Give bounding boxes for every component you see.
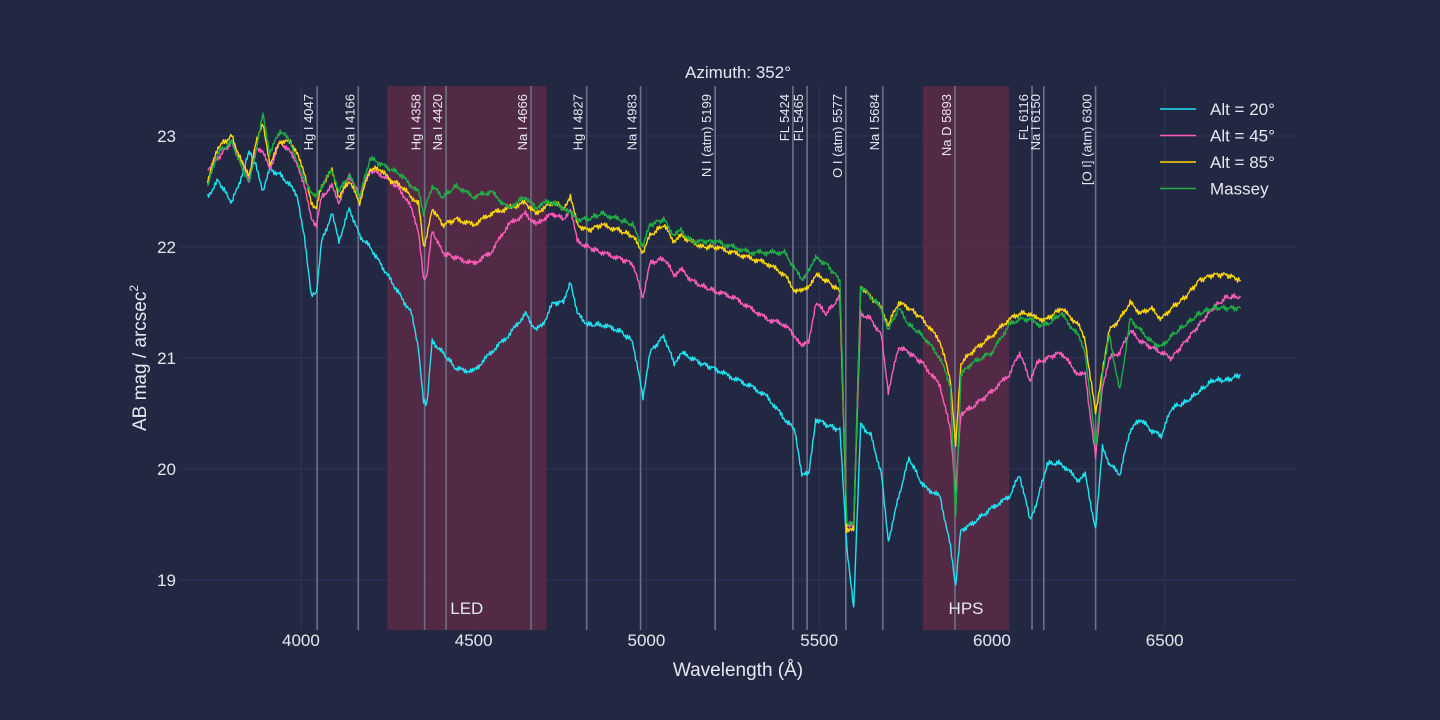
series-line: [206, 150, 1241, 608]
series-line: [207, 140, 1242, 528]
emission-line-label: FL 5424: [777, 94, 792, 141]
y-axis-label: AB mag / arcsec2: [127, 285, 151, 431]
x-tick-label: 5500: [800, 631, 838, 650]
y-tick-label: 19: [157, 571, 176, 590]
shaded-regions: [387, 86, 1010, 630]
legend: Alt = 20° Alt = 45° Alt = 85° Massey: [1160, 100, 1275, 199]
emission-line-label: Na D 5893: [939, 94, 954, 156]
legend-label: Alt = 45°: [1210, 127, 1275, 146]
y-tick-label: 20: [157, 460, 176, 479]
emission-line-label: Na I 6150: [1028, 94, 1043, 150]
legend-label: Massey: [1210, 180, 1269, 199]
emission-line-label: Na I 4420: [430, 94, 445, 150]
emission-line-label: FL 6116: [1016, 94, 1031, 140]
region-labels: LED HPS: [450, 599, 983, 618]
emission-line-label: N I (atm) 5199: [699, 94, 714, 177]
x-tick-label: 4500: [455, 631, 493, 650]
y-tick-label: 21: [157, 349, 176, 368]
series-group: [206, 112, 1242, 608]
emission-lines: Hg I 4047 Na I 4166 Hg I 4358 Na I 4420 Na I…: [301, 86, 1097, 630]
shaded-region: [387, 86, 547, 630]
legend-label: Alt = 20°: [1210, 100, 1275, 119]
y-axis-label-superscript: 2: [127, 285, 141, 292]
series-line: [206, 112, 1242, 526]
x-tick-label: 6000: [973, 631, 1011, 650]
x-tick-label: 6500: [1146, 631, 1184, 650]
x-axis-ticks: 4000 4500 5000 5500 6000 6500: [282, 631, 1184, 650]
emission-line-label: Hg I 4047: [301, 94, 316, 150]
emission-line-label: [O I] (atm) 6300: [1080, 94, 1095, 185]
y-tick-label: 23: [157, 127, 176, 146]
x-tick-label: 4000: [282, 631, 320, 650]
emission-line-label: Hg I 4827: [571, 94, 586, 150]
y-axis-label-text: AB mag / arcsec: [130, 292, 151, 431]
emission-line-label: Na I 5684: [867, 94, 882, 150]
emission-line-label: FL 5465: [791, 94, 806, 141]
region-label: LED: [450, 599, 483, 618]
x-tick-label: 5000: [628, 631, 666, 650]
emission-line-label: O I (atm) 5577: [830, 94, 845, 178]
x-axis-label: Wavelength (Å): [673, 660, 803, 681]
emission-line-label: Na I 4166: [342, 94, 357, 150]
region-label: HPS: [949, 599, 984, 618]
emission-line-label: Na I 4666: [515, 94, 530, 150]
series-line: [206, 123, 1242, 534]
emission-line-label: Na I 4983: [625, 94, 640, 150]
grid: [180, 86, 1296, 630]
legend-label: Alt = 85°: [1210, 153, 1275, 172]
y-tick-label: 22: [157, 238, 176, 257]
chart-title: Azimuth: 352°: [685, 63, 791, 82]
emission-line-label: Hg I 4358: [409, 94, 424, 150]
y-axis-ticks: 19 20 21 22 23: [157, 127, 176, 590]
